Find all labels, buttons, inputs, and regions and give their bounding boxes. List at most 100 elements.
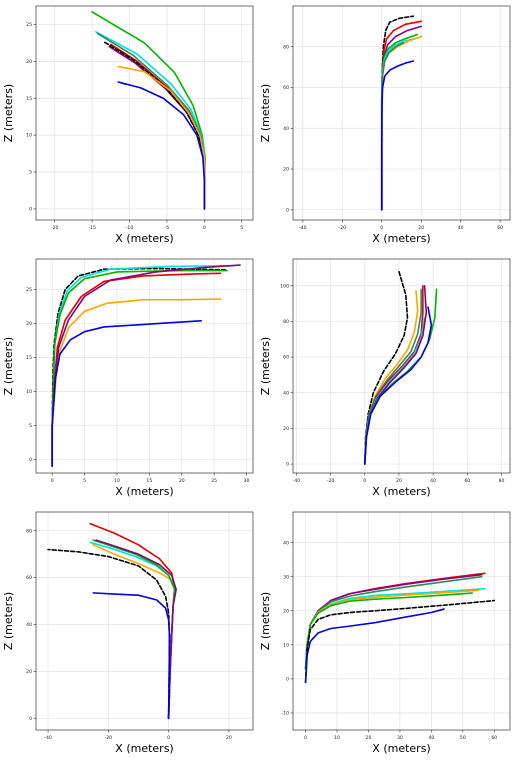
- y-tick-label: 80: [283, 44, 289, 50]
- x-tick-label: 30: [397, 735, 403, 741]
- series-group: [91, 11, 206, 210]
- chart-panel-5: -40 -20 0 20 0 20 40 60 80 X (meters) Z (meters): [2, 511, 254, 755]
- trajectory-line-8: [380, 60, 415, 211]
- y-tick-label: 40: [283, 126, 289, 132]
- x-tick-label: 5: [83, 478, 86, 484]
- axes-frame: [35, 511, 254, 731]
- x-tick-label: 20: [366, 735, 372, 741]
- x-tick-label: 0: [51, 478, 54, 484]
- x-tick-label: 60: [464, 478, 470, 484]
- y-tick-label: 20: [283, 426, 289, 432]
- x-axis-label: X (meters): [115, 232, 173, 245]
- y-axis-label: Z (meters): [259, 337, 272, 395]
- y-tick-label: 10: [26, 133, 32, 139]
- y-tick-label: 5: [29, 423, 32, 429]
- y-tick-label: 60: [283, 355, 289, 361]
- plot-area: [36, 259, 253, 473]
- y-axis-label: Z (meters): [2, 84, 15, 142]
- y-axis-label: Z (meters): [259, 84, 272, 142]
- x-tick-label: 10: [334, 735, 340, 741]
- axes-frame: [292, 258, 511, 474]
- y-tick-label: 40: [26, 622, 32, 628]
- y-tick-label: 0: [29, 207, 32, 213]
- x-tick-label: 60: [491, 735, 497, 741]
- series-group: [47, 522, 177, 720]
- x-tick-label: 20: [226, 735, 232, 741]
- x-tick-label: -40: [293, 478, 301, 484]
- y-axis-label: Z (meters): [259, 592, 272, 650]
- x-tick-label: -20: [51, 225, 59, 231]
- x-tick-label: 20: [396, 478, 402, 484]
- trajectory-line-7: [304, 599, 496, 684]
- series-group: [51, 264, 241, 468]
- y-tick-label: 15: [26, 355, 32, 361]
- y-tick-label: 30: [283, 574, 289, 580]
- x-tick-label: 60: [497, 225, 503, 231]
- y-tick-label: 10: [26, 389, 32, 395]
- x-axis-label: X (meters): [372, 742, 430, 755]
- y-tick-label: 60: [26, 575, 32, 581]
- x-tick-label: 0: [380, 225, 383, 231]
- x-tick-label: -20: [339, 225, 347, 231]
- trajectory-line-7: [92, 592, 171, 720]
- x-tick-label: -40: [44, 735, 52, 741]
- y-tick-label: 10: [283, 642, 289, 648]
- trajectory-line-8: [363, 306, 433, 465]
- series-group: [363, 270, 438, 465]
- y-tick-label: 40: [283, 390, 289, 396]
- y-tick-label: 40: [283, 540, 289, 546]
- x-tick-label: 25: [211, 478, 217, 484]
- series-group: [304, 572, 496, 684]
- y-tick-label: 80: [26, 528, 32, 534]
- plot-area: [293, 6, 510, 220]
- y-tick-label: 20: [26, 669, 32, 675]
- x-tick-label: 20: [179, 478, 185, 484]
- x-tick-label: -20: [105, 735, 113, 741]
- axes-frame: [292, 511, 511, 731]
- x-axis-label: X (meters): [115, 742, 173, 755]
- y-tick-label: -10: [281, 711, 289, 717]
- y-tick-label: 20: [26, 321, 32, 327]
- trajectory-line-8: [117, 81, 206, 210]
- x-tick-label: 80: [499, 478, 505, 484]
- chart-panel-3: 0 5 10 15 20 25 30 0 5 10 15 20 25 X (meters) Z (meter…: [2, 258, 254, 498]
- x-tick-label: 15: [146, 478, 152, 484]
- x-axis-label: X (meters): [372, 485, 430, 498]
- axes-frame: [35, 258, 254, 474]
- y-tick-label: 0: [29, 716, 32, 722]
- y-axis-label: Z (meters): [2, 337, 15, 395]
- x-tick-label: 0: [167, 735, 170, 741]
- y-tick-label: 0: [286, 462, 289, 468]
- y-tick-label: 25: [26, 287, 32, 293]
- x-tick-label: 20: [418, 225, 424, 231]
- y-tick-label: 0: [286, 207, 289, 213]
- x-tick-label: 40: [458, 225, 464, 231]
- x-tick-label: -20: [327, 478, 335, 484]
- trajectory-line-6: [304, 592, 474, 670]
- trajectory-line-5: [95, 539, 177, 720]
- x-tick-label: -10: [126, 225, 134, 231]
- y-tick-label: 0: [286, 677, 289, 683]
- x-axis-label: X (meters): [115, 485, 173, 498]
- x-tick-label: -40: [299, 225, 307, 231]
- plot-area: [293, 512, 510, 730]
- x-tick-label: 40: [430, 478, 436, 484]
- series-group: [380, 15, 423, 211]
- y-tick-label: 25: [26, 22, 32, 28]
- y-tick-label: 20: [283, 608, 289, 614]
- plot-area: [36, 6, 253, 220]
- y-tick-label: 5: [29, 170, 32, 176]
- chart-panel-4: -40 -20 0 20 40 60 80 0 20 40 60 80 100 X (meters) Z (…: [259, 258, 511, 498]
- x-tick-label: 50: [460, 735, 466, 741]
- trajectory-line-8: [304, 608, 445, 684]
- y-tick-label: 20: [26, 59, 32, 65]
- axes-frame: [35, 5, 254, 221]
- y-tick-label: 15: [26, 96, 32, 102]
- x-tick-label: 0: [363, 478, 366, 484]
- y-tick-label: 60: [283, 85, 289, 91]
- x-tick-label: -15: [88, 225, 96, 231]
- y-tick-label: 80: [283, 319, 289, 325]
- chart-panel-2: -40 -20 0 20 40 60 0 20 40 60 80 X (meters) Z (meter…: [259, 5, 511, 245]
- axes-frame: [292, 5, 511, 221]
